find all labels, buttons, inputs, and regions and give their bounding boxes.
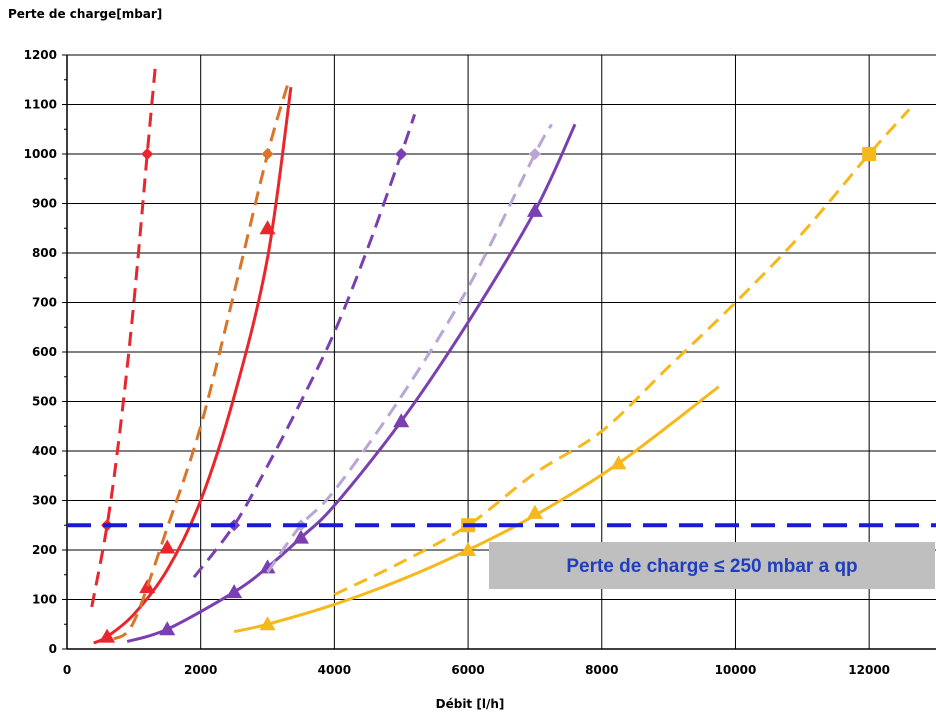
y-tick-label: 1200 [24, 48, 57, 62]
y-axis-tick-labels: 0 100 200 300 400 500 600 700 800 900 1000 1100 1200 [24, 48, 57, 656]
x-axis-title: Débit [l/h] [436, 697, 505, 711]
series-5-line [126, 123, 577, 644]
series-7-marker [862, 147, 877, 161]
y-tick-label: 700 [32, 296, 57, 310]
series-2-line [93, 86, 293, 645]
series-4-marker [395, 148, 408, 160]
series-7-line [333, 108, 911, 596]
series-6 [266, 123, 553, 574]
x-tick-label: 0 [63, 663, 71, 677]
annotation-text: Perte de charge ≤ 250 mbar a qp [566, 556, 857, 577]
y-axis-title: Perte de charge[mbar] [8, 7, 162, 21]
x-tick-label: 10000 [715, 663, 757, 677]
y-tick-label: 800 [32, 246, 57, 260]
series-5-marker [159, 621, 176, 636]
series-6-line [266, 123, 553, 574]
series-8-marker [526, 504, 543, 519]
annotation-box: Perte de charge ≤ 250 mbar a qp [489, 542, 935, 589]
series-5-marker [393, 413, 410, 428]
y-tick-label: 600 [32, 345, 57, 359]
series-2 [93, 86, 293, 645]
series-group [90, 67, 911, 645]
y-tick-label: 500 [32, 395, 57, 409]
series-8-marker [610, 455, 627, 470]
series-5-marker [292, 529, 309, 544]
series-5-marker [259, 559, 276, 574]
series-3-marker [261, 148, 274, 160]
series-2-marker [259, 220, 276, 235]
series-1-marker [141, 148, 154, 160]
series-2-marker [99, 628, 116, 643]
y-tick-label: 400 [32, 444, 57, 458]
y-tick-label: 1100 [24, 98, 57, 112]
y-tick-label: 1000 [24, 147, 57, 161]
y-tick-label: 100 [32, 593, 57, 607]
x-tick-label: 6000 [451, 663, 484, 677]
x-axis-tick-labels: 0 2000 4000 6000 8000 10000 12000 [63, 663, 890, 677]
series-5 [126, 123, 577, 644]
y-tick-label: 900 [32, 197, 57, 211]
series-8 [233, 385, 720, 634]
series-8-marker [460, 542, 477, 556]
y-tick-label: 200 [32, 543, 57, 557]
series-8-marker [259, 616, 276, 631]
series-2-marker [159, 539, 176, 554]
x-tick-label: 2000 [184, 663, 217, 677]
series-2-marker [139, 579, 156, 594]
series-3 [112, 84, 290, 641]
y-tick-label: 300 [32, 494, 57, 508]
x-tick-label: 4000 [318, 663, 351, 677]
series-6-marker [528, 148, 541, 160]
series-5-marker [526, 202, 543, 217]
series-4-line [192, 113, 417, 579]
series-4 [192, 113, 417, 579]
series-8-line [233, 385, 720, 634]
x-tick-label: 8000 [585, 663, 618, 677]
x-tick-label: 12000 [848, 663, 890, 677]
series-5-marker [226, 584, 243, 599]
y-tick-label: 0 [49, 642, 57, 656]
